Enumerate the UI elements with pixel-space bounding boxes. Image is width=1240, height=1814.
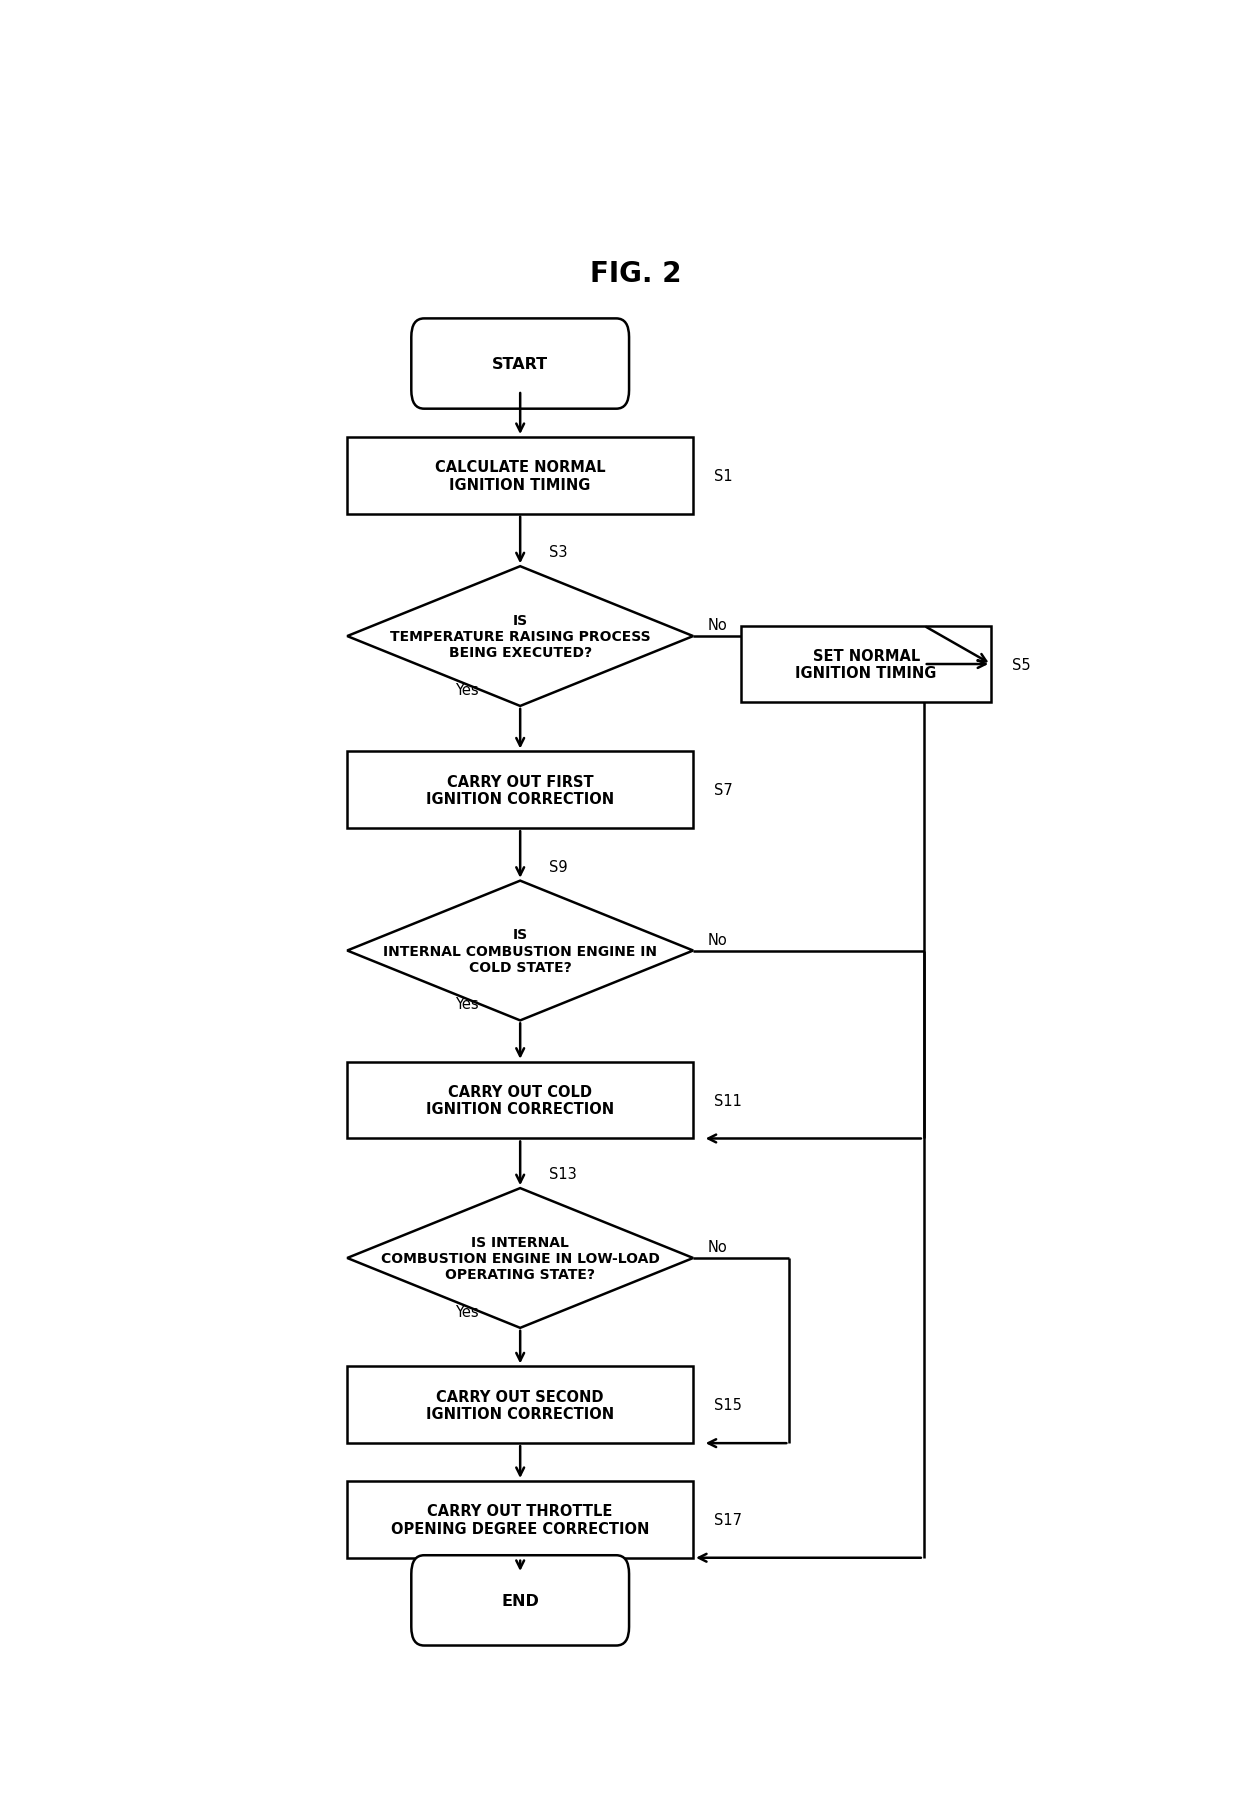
Text: Yes: Yes: [455, 996, 479, 1012]
Bar: [347, 1061, 693, 1139]
Text: Yes: Yes: [455, 682, 479, 697]
Polygon shape: [347, 882, 693, 1021]
Text: S9: S9: [549, 860, 568, 874]
Text: IS INTERNAL
COMBUSTION ENGINE IN LOW-LOAD
OPERATING STATE?: IS INTERNAL COMBUSTION ENGINE IN LOW-LOA…: [381, 1235, 660, 1281]
Text: CARRY OUT FIRST
IGNITION CORRECTION: CARRY OUT FIRST IGNITION CORRECTION: [427, 775, 614, 807]
Text: S13: S13: [549, 1166, 577, 1181]
Text: S15: S15: [714, 1397, 743, 1413]
Bar: [347, 1366, 693, 1444]
Text: CARRY OUT COLD
IGNITION CORRECTION: CARRY OUT COLD IGNITION CORRECTION: [427, 1085, 614, 1117]
Text: CARRY OUT SECOND
IGNITION CORRECTION: CARRY OUT SECOND IGNITION CORRECTION: [427, 1390, 614, 1420]
Text: S5: S5: [1012, 657, 1030, 673]
Text: CARRY OUT THROTTLE
OPENING DEGREE CORRECTION: CARRY OUT THROTTLE OPENING DEGREE CORREC…: [391, 1504, 650, 1536]
Text: S3: S3: [549, 544, 568, 561]
FancyBboxPatch shape: [412, 1555, 629, 1645]
Text: Yes: Yes: [455, 1304, 479, 1319]
Text: CALCULATE NORMAL
IGNITION TIMING: CALCULATE NORMAL IGNITION TIMING: [435, 461, 605, 492]
Bar: [742, 626, 991, 704]
Text: No: No: [708, 932, 728, 947]
Polygon shape: [347, 1188, 693, 1328]
Text: S17: S17: [714, 1513, 743, 1527]
Bar: [347, 753, 693, 829]
Text: SET NORMAL
IGNITION TIMING: SET NORMAL IGNITION TIMING: [795, 648, 937, 680]
Text: FIG. 2: FIG. 2: [590, 259, 681, 288]
Text: IS
TEMPERATURE RAISING PROCESS
BEING EXECUTED?: IS TEMPERATURE RAISING PROCESS BEING EXE…: [389, 613, 651, 660]
Text: S11: S11: [714, 1094, 743, 1108]
Text: S7: S7: [714, 784, 733, 798]
Text: S1: S1: [714, 468, 733, 484]
Text: START: START: [492, 357, 548, 372]
Text: No: No: [708, 619, 728, 633]
Bar: [347, 1480, 693, 1558]
Polygon shape: [347, 566, 693, 707]
Bar: [347, 437, 693, 515]
Text: END: END: [501, 1593, 539, 1607]
FancyBboxPatch shape: [412, 319, 629, 410]
Text: No: No: [708, 1239, 728, 1255]
Text: IS
INTERNAL COMBUSTION ENGINE IN
COLD STATE?: IS INTERNAL COMBUSTION ENGINE IN COLD ST…: [383, 927, 657, 974]
